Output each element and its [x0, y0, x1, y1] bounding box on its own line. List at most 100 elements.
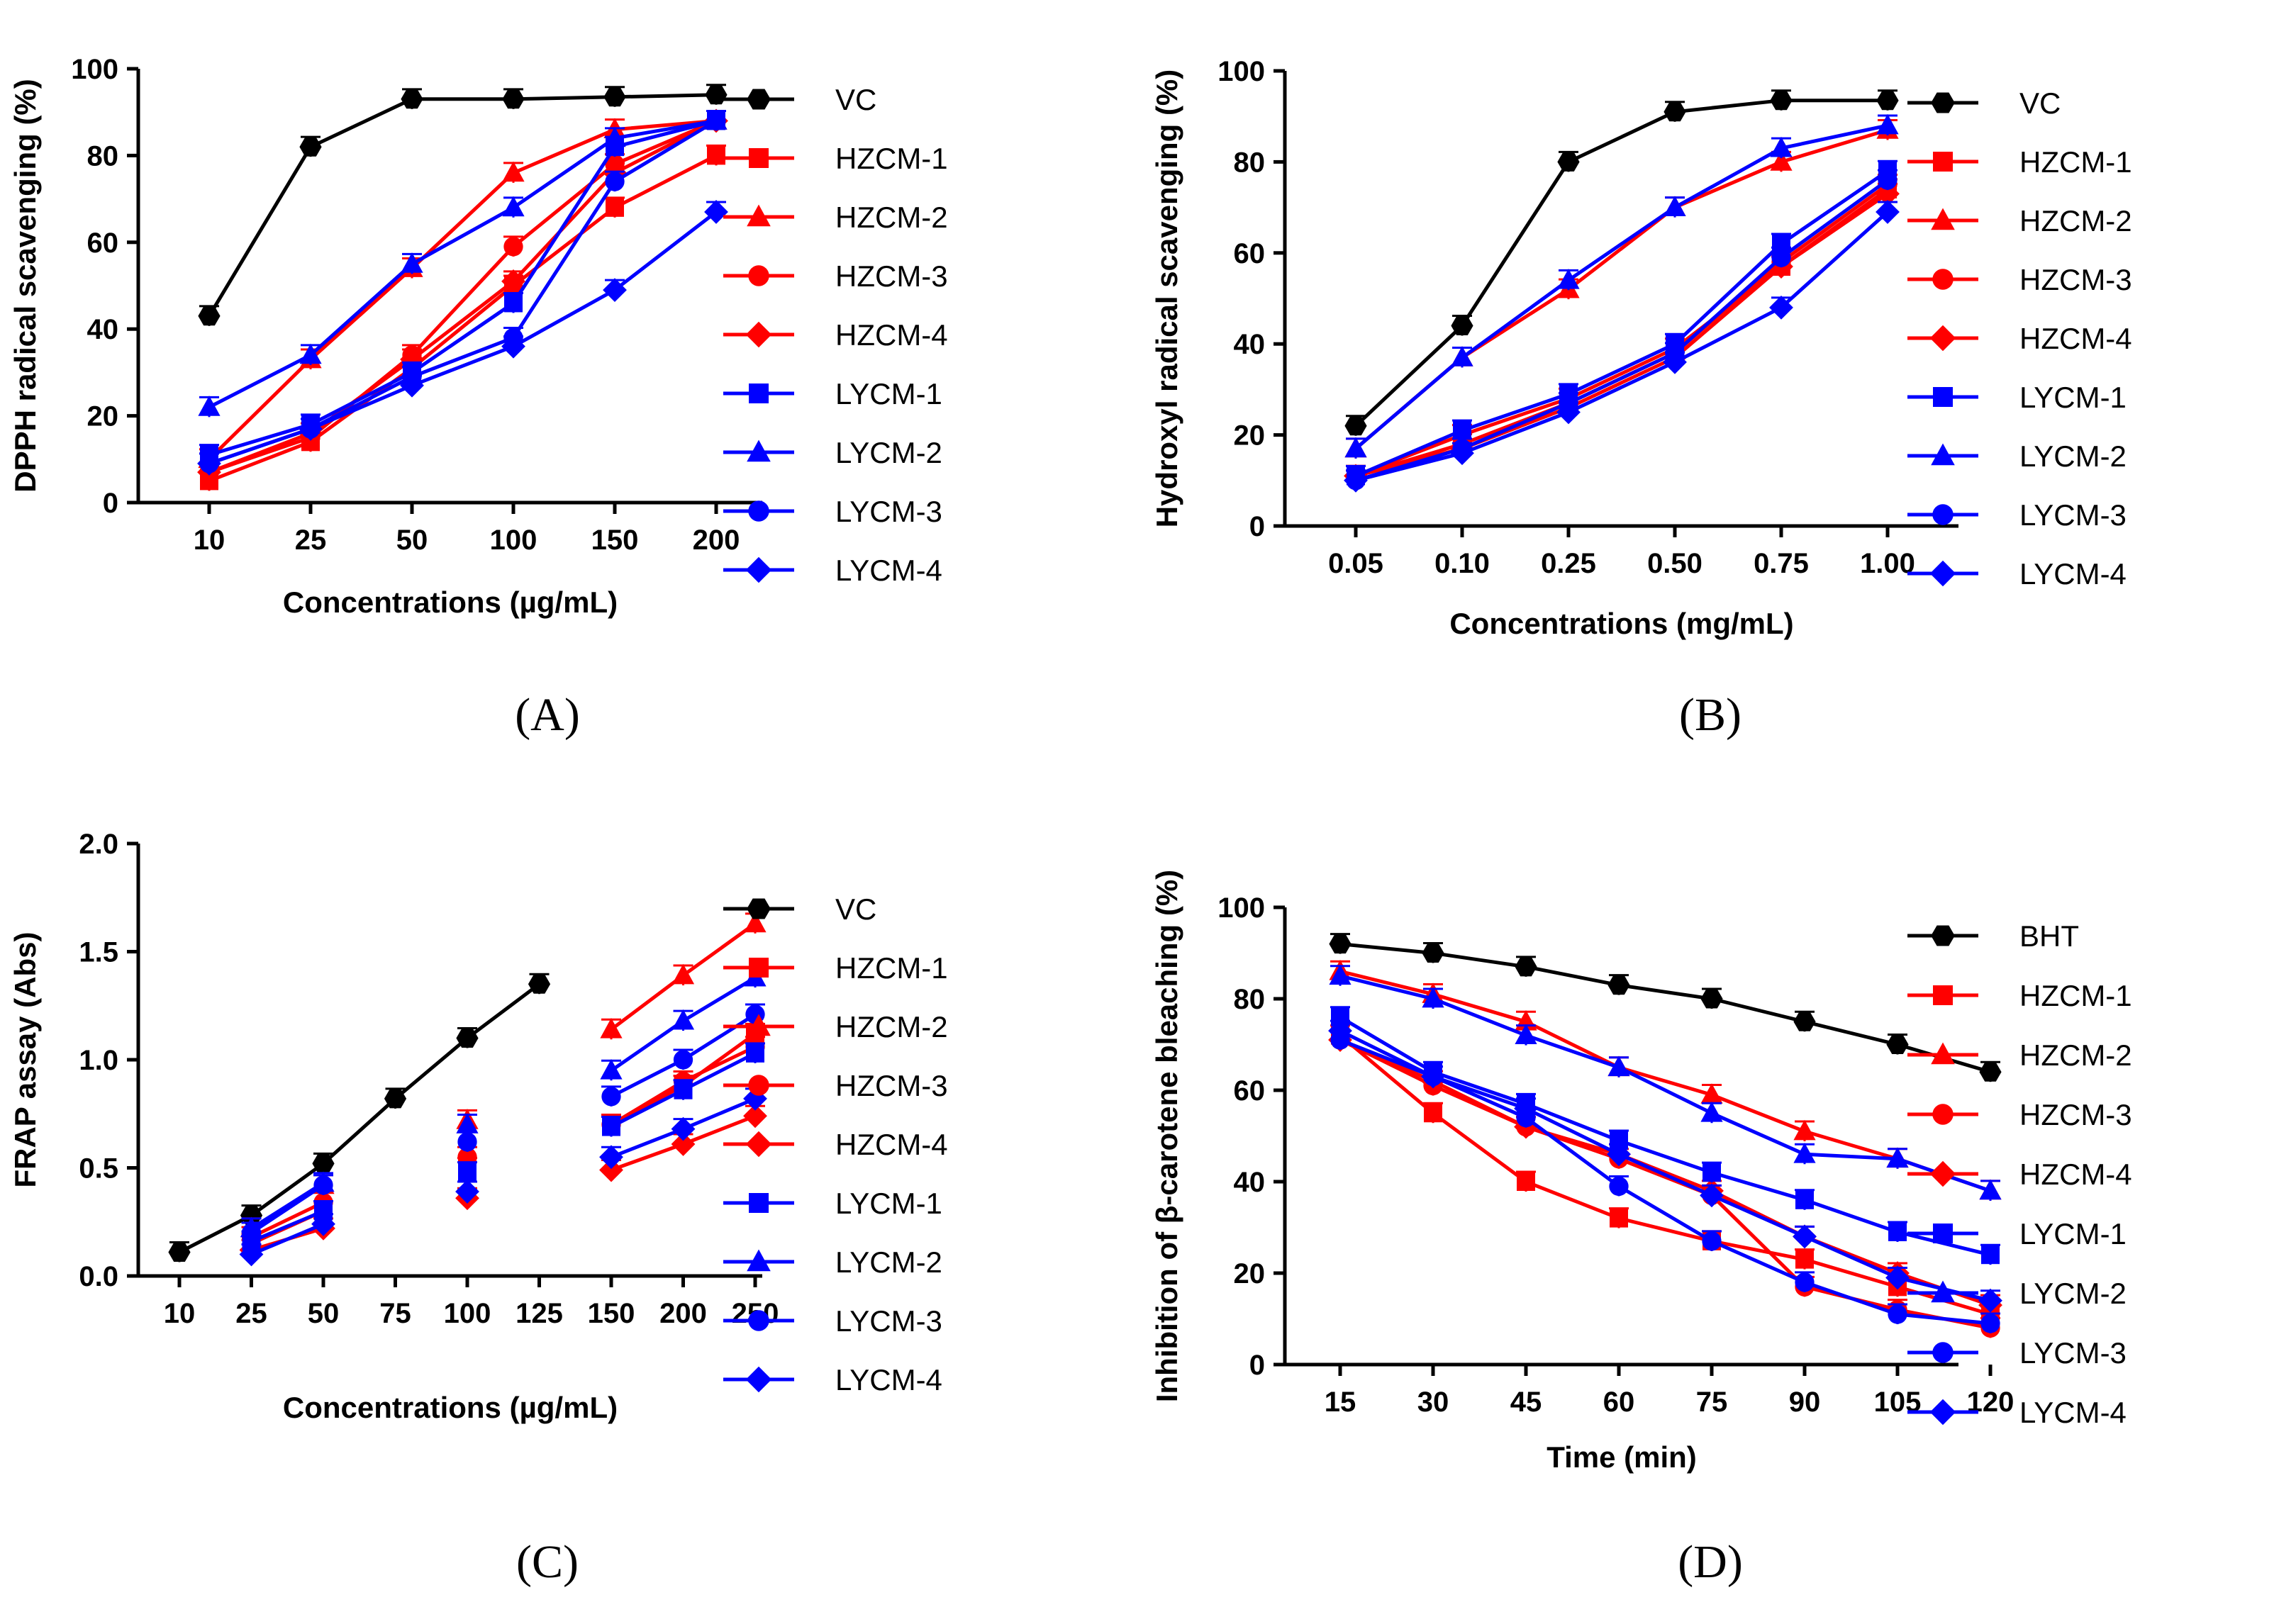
series-line — [1339, 1038, 1991, 1330]
data-point — [605, 172, 625, 191]
y-tick-label: 40 — [1234, 1167, 1266, 1198]
legend-label: LYCM-2 — [2019, 439, 2127, 473]
data-point — [1664, 196, 1686, 216]
data-point — [706, 111, 726, 131]
legend-label: LYCM-4 — [2019, 557, 2127, 590]
data-point — [458, 1163, 477, 1182]
series-BHT — [1329, 933, 2002, 1082]
data-point — [1793, 1224, 1817, 1249]
data-point — [1700, 1083, 1723, 1104]
legend-marker — [747, 89, 771, 110]
legend-marker — [747, 439, 771, 462]
data-point — [1664, 102, 1686, 122]
legend-marker — [1929, 1399, 1956, 1426]
data-point — [311, 1211, 335, 1236]
x-tick-label: 75 — [1696, 1387, 1728, 1418]
legend-marker — [1929, 1160, 1956, 1187]
series-line — [1354, 123, 1888, 450]
series-line — [1355, 211, 1889, 483]
data-point — [671, 1132, 696, 1156]
x-tick-label: 0.10 — [1434, 548, 1490, 579]
data-point — [603, 126, 626, 147]
data-point — [198, 306, 221, 326]
x-tick-label: 50 — [396, 525, 428, 556]
y-tick-label: 60 — [1234, 238, 1266, 269]
legend-label: HZCM-1 — [2019, 145, 2132, 179]
legend: VC HZCM-1 HZCM-2 HZCM-3 HZCM-4 LYCM-1 LYCM-2 LY… — [723, 892, 948, 1396]
x-tick-label: 100 — [444, 1298, 491, 1329]
data-point — [457, 1132, 477, 1152]
series-line — [250, 1209, 324, 1243]
legend-marker — [747, 1249, 771, 1272]
series-VC — [198, 84, 728, 326]
legend-marker — [747, 204, 771, 227]
x-tick-label: 50 — [308, 1298, 340, 1329]
y-axis-label: Hydroxyl radical scavenging (%) — [1150, 69, 1183, 528]
data-point — [1700, 989, 1723, 1009]
data-point — [1451, 346, 1473, 366]
data-point — [1700, 1102, 1723, 1122]
data-point — [1876, 113, 1899, 135]
y-axis-label: FRAP assay (Abs) — [9, 931, 42, 1187]
data-point — [1517, 1172, 1535, 1191]
x-tick-label: 100 — [490, 525, 537, 556]
series-HZCM-2 — [1344, 118, 1899, 459]
legend: BHT HZCM-1 HZCM-2 HZCM-3 HZCM-4 LYCM-1 LYCM-2 L… — [1907, 919, 2132, 1429]
data-point — [168, 1242, 191, 1262]
x-axis-label: Concentrations (µg/mL) — [283, 1391, 618, 1424]
y-axis-label: Inhibition of β-carotene bleaching (%) — [1150, 870, 1183, 1402]
y-tick-label: 2.0 — [79, 829, 118, 860]
series-LYCM-4 — [197, 200, 728, 476]
data-point — [1771, 247, 1791, 267]
legend-marker — [747, 1014, 771, 1036]
data-point — [746, 1043, 764, 1063]
data-point — [1344, 468, 1368, 493]
series-line — [1355, 187, 1889, 478]
series-line — [208, 118, 717, 457]
x-tick-label: 150 — [588, 1298, 635, 1329]
data-point — [503, 237, 523, 257]
series-LYCM-3 — [241, 1003, 765, 1243]
data-point — [1769, 295, 1793, 320]
data-point — [1885, 1265, 1910, 1290]
x-axis-label: Concentrations (mg/mL) — [1449, 607, 1793, 640]
x-tick-label: 0.25 — [1541, 548, 1596, 579]
legend-label: LYCM-3 — [835, 1304, 942, 1338]
data-point — [1770, 150, 1793, 171]
legend-marker — [747, 898, 771, 919]
data-point — [502, 196, 525, 217]
series-LYCM-4 — [1328, 1019, 2002, 1313]
series-LYCM-4 — [1344, 200, 1900, 493]
y-tick-label: 100 — [1217, 892, 1265, 924]
legend-marker — [749, 1193, 769, 1213]
legend-marker — [748, 1075, 769, 1096]
panel-label: (A) — [515, 689, 580, 741]
series-HZCM-1 — [1346, 178, 1897, 486]
series-line — [208, 119, 718, 474]
data-point — [455, 1180, 479, 1204]
y-tick-label: 80 — [1234, 147, 1266, 178]
data-point — [1556, 400, 1581, 425]
y-tick-label: 80 — [1234, 984, 1266, 1015]
series-VC — [168, 973, 551, 1262]
legend-marker — [749, 383, 769, 403]
x-tick-label: 150 — [591, 525, 639, 556]
series-LYCM-3 — [199, 109, 726, 474]
legend-label: LYCM-1 — [2019, 1217, 2127, 1250]
data-point — [671, 1116, 696, 1141]
legend-label: HZCM-4 — [2019, 322, 2132, 355]
legend-label: HZCM-3 — [2019, 1098, 2132, 1131]
y-tick-label: 20 — [87, 401, 119, 432]
data-point — [313, 1175, 333, 1195]
data-point — [1609, 1176, 1629, 1197]
data-point — [1888, 1304, 1907, 1324]
series-line — [1339, 1015, 1991, 1257]
y-tick-label: 60 — [1234, 1075, 1266, 1107]
series-line — [1339, 969, 1991, 1193]
series-LYCM-3 — [1346, 169, 1897, 491]
data-point — [1515, 1024, 1537, 1044]
x-tick-label: 15 — [1325, 1387, 1356, 1418]
x-tick-label: 10 — [194, 525, 225, 556]
data-point — [1344, 416, 1367, 436]
